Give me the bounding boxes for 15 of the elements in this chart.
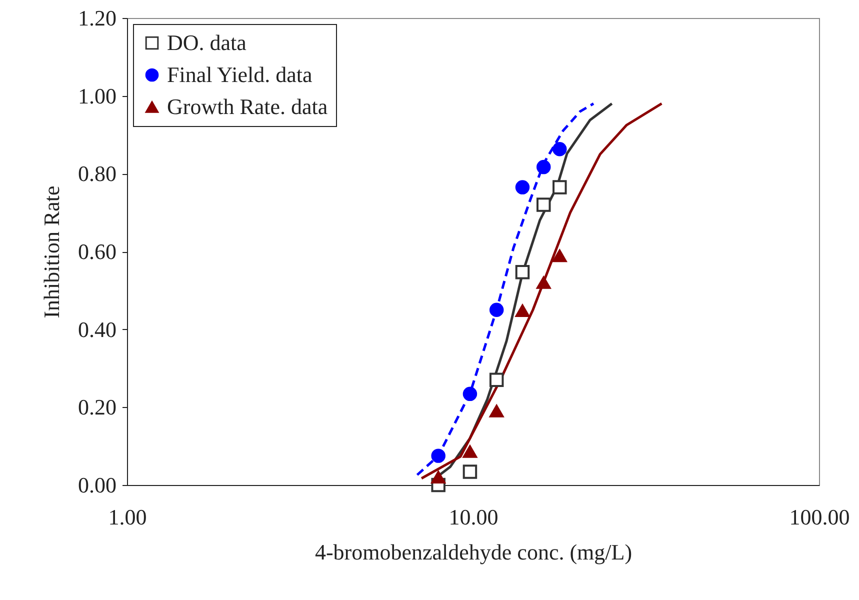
y-axis-title: Inhibition Rate [39,186,64,318]
y-tick-label: 0.00 [78,472,116,498]
x-tick-label: 1.00 [108,504,147,530]
y-tick-label: 1.00 [78,83,116,108]
x-tick-label: 100.00 [789,504,850,530]
y-tick-label: 0.60 [78,239,116,264]
y-tick-label: 0.80 [78,161,116,186]
legend-label: Final Yield. data [167,62,312,87]
y-tick-label: 0.40 [78,316,116,342]
y-tick-label: 0.20 [78,394,116,420]
x-tick-label: 10.00 [448,504,498,530]
legend-label: Growth Rate. data [167,94,328,119]
legend-label: DO. data [167,30,247,55]
y-tick-label: 1.20 [78,6,116,30]
x-axis-title: 4-bromobenzaldehyde conc. (mg/L) [314,540,632,564]
